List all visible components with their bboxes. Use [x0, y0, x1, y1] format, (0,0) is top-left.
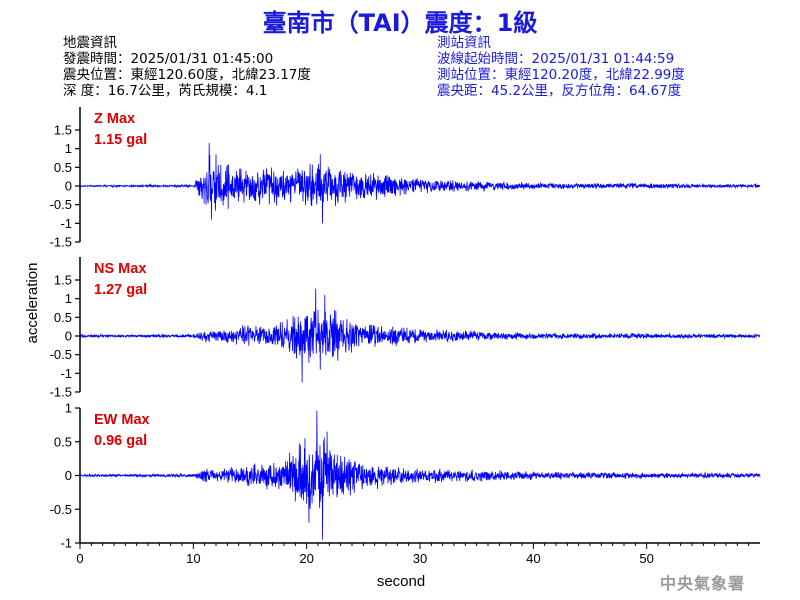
- y-tick-label: 1.5: [54, 123, 72, 138]
- y-tick-label: 0: [65, 179, 72, 194]
- y-tick-label: -0.5: [50, 197, 72, 212]
- quake-origin-time: 發震時間：2025/01/31 01:45:00: [63, 51, 274, 67]
- quake-epicenter: 震央位置：東經120.60度，北緯23.17度: [63, 67, 311, 83]
- max-value-z: 1.15 gal: [94, 132, 147, 148]
- quake-depth-magnitude: 深 度：16.7公里，芮氏規模：4.1: [63, 83, 268, 99]
- y-tick-label: 0.5: [54, 160, 72, 175]
- x-tick-label: 10: [186, 551, 200, 566]
- x-tick-label: 20: [299, 551, 313, 566]
- y-tick-label: -1: [60, 366, 72, 381]
- station-location: 測站位置：東經120.20度，北緯22.99度: [437, 67, 685, 83]
- x-tick-label: 50: [639, 551, 653, 566]
- panel-z: 1.5 1 0.5 0 -0.5 -1 -1.5 Z Max 1.15 gal: [50, 107, 761, 250]
- waveform-ew: [79, 410, 761, 540]
- y-tick-label: -0.5: [50, 502, 72, 517]
- seismogram-panels: 1.5 1 0.5 0 -0.5 -1 -1.5 Z Max 1.15 gal 1.5 1 0.5 0 -…: [50, 107, 761, 551]
- y-tick-label: -1.5: [50, 385, 72, 400]
- max-label-z: Z Max: [94, 111, 135, 127]
- waveform-z: [79, 143, 761, 224]
- y-tick-label: 1: [65, 401, 72, 416]
- y-tick-label: -1: [60, 216, 72, 231]
- quake-info-heading: 地震資訊: [63, 35, 117, 51]
- y-tick-label: 1: [65, 141, 72, 156]
- x-tick-label: 30: [413, 551, 427, 566]
- page-title: 臺南市（TAI）震度：1級: [262, 9, 538, 37]
- y-tick-label: 0.5: [54, 434, 72, 449]
- y-tick-label: -0.5: [50, 347, 72, 362]
- x-tick-label: 40: [526, 551, 540, 566]
- y-tick-label: 0.5: [54, 310, 72, 325]
- max-label-ew: EW Max: [94, 412, 150, 428]
- y-tick-label: -1: [60, 536, 72, 551]
- y-tick-label: -1.5: [50, 235, 72, 250]
- time-axis: 0 10 20 30 40 50: [76, 542, 760, 566]
- max-label-ns: NS Max: [94, 261, 146, 277]
- x-tick-label: 0: [76, 551, 83, 566]
- station-wave-start-time: 波線起始時間：2025/01/31 01:44:59: [437, 51, 675, 67]
- station-info-block: 測站資訊 波線起始時間：2025/01/31 01:44:59 測站位置：東經1…: [437, 35, 685, 99]
- quake-info-block: 地震資訊 發震時間：2025/01/31 01:45:00 震央位置：東經120…: [63, 35, 311, 99]
- y-axis-label: acceleration: [24, 263, 41, 344]
- y-tick-label: 0: [65, 329, 72, 344]
- y-tick-label: 0: [65, 468, 72, 483]
- agency-watermark: 中央氣象署: [659, 574, 745, 593]
- station-epicentral-distance: 震央距：45.2公里，反方位角：64.67度: [437, 83, 682, 99]
- station-info-heading: 測站資訊: [437, 35, 491, 51]
- waveform-ns: [79, 288, 761, 383]
- x-axis-label: second: [377, 573, 425, 590]
- y-tick-label: 1: [65, 291, 72, 306]
- panel-ew: 1 0.5 0 -0.5 -1 EW Max 0.96 gal: [50, 401, 761, 551]
- y-tick-label: 1.5: [54, 273, 72, 288]
- panel-ns: 1.5 1 0.5 0 -0.5 -1 -1.5 NS Max 1.27 gal: [50, 257, 761, 400]
- max-value-ns: 1.27 gal: [94, 282, 147, 298]
- max-value-ew: 0.96 gal: [94, 433, 147, 449]
